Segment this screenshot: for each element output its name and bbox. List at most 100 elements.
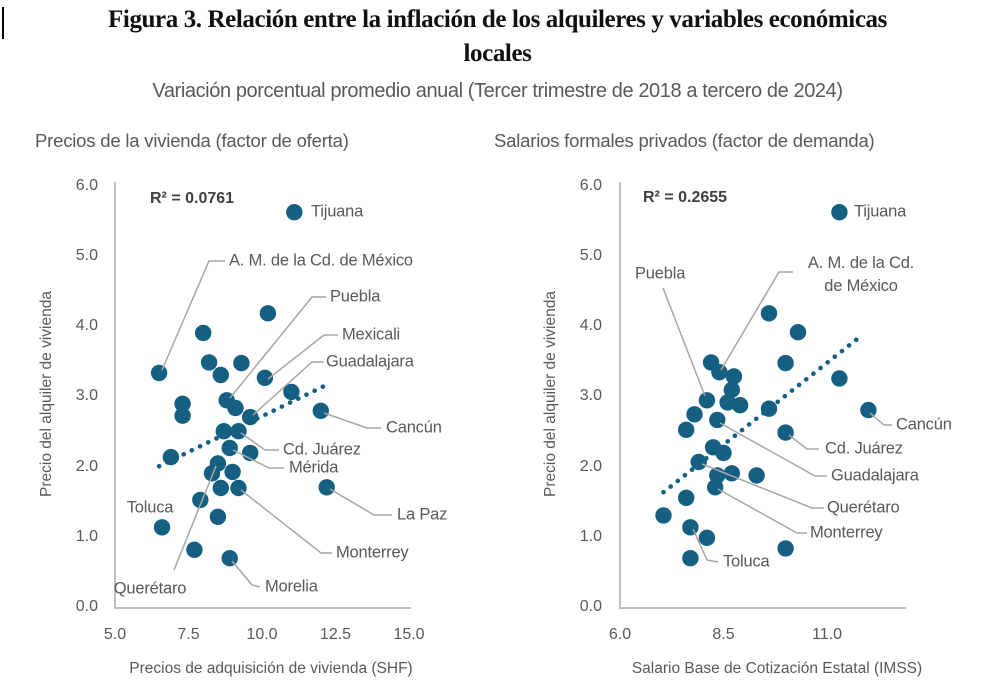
data-point-tijuana: [831, 204, 848, 221]
data-point-toluca: [153, 519, 171, 536]
left-leader-line: [240, 489, 332, 554]
left-leader-line: [232, 449, 284, 469]
left-city-label: Morelia: [265, 577, 318, 596]
right-r2-label: R² = 0.2655: [643, 189, 728, 206]
left-x-tick-label: 15.0: [393, 626, 425, 643]
right-leader-line: [720, 271, 793, 371]
left-city-label: Cd. Juárez: [283, 440, 361, 459]
right-x-tick-label: 11.0: [812, 626, 842, 643]
left-leader-line: [252, 361, 324, 416]
figure-subtitle: Variación porcentual promedio anual (Ter…: [152, 80, 843, 102]
data-point-toluca: [682, 519, 699, 536]
left-x-tick-label: 7.5: [177, 626, 200, 643]
left-leader-line: [173, 465, 217, 571]
right-y-tick-label: 1.0: [579, 527, 602, 545]
data-point-tijuana: [286, 204, 303, 221]
right-x-tick-label: 6.0: [608, 626, 632, 643]
right-leader-line: [719, 422, 827, 477]
left-y-tick-label: 6.0: [75, 176, 98, 194]
left-leader-line: [229, 296, 326, 399]
right-y-tick-label: 0.0: [579, 598, 602, 615]
left-leader-line: [161, 260, 225, 371]
text-cursor: [2, 7, 4, 39]
right-leader-line: [701, 463, 824, 509]
data-point: [203, 465, 221, 482]
right-city-label: Puebla: [635, 264, 686, 283]
left-x-tick-label: 5.0: [103, 626, 127, 643]
data-point-a-m-de-la-cd-de-m-xico: [150, 364, 168, 382]
right-trendline: [661, 332, 865, 495]
left-city-label: Toluca: [126, 498, 174, 517]
data-point: [200, 354, 218, 371]
data-point: [686, 406, 703, 423]
data-point-morelia: [221, 550, 238, 567]
right-y-tick-label: 6.0: [579, 176, 602, 194]
data-point-puebla: [698, 392, 716, 409]
data-point: [227, 399, 244, 417]
data-point: [195, 324, 212, 342]
data-point: [831, 370, 848, 387]
data-point: [682, 550, 699, 567]
data-point: [174, 407, 191, 424]
right-y-tick-label: 4.0: [579, 317, 602, 335]
left-trendline: [156, 383, 327, 469]
data-point: [698, 529, 716, 546]
right-y-tick-label: 3.0: [579, 387, 602, 405]
left-leader-line: [267, 334, 338, 380]
left-city-label: Tijuana: [311, 202, 364, 221]
data-point: [655, 507, 672, 524]
data-point: [725, 368, 743, 385]
left-leader-line: [323, 412, 381, 429]
left-city-label: Mexicali: [342, 325, 400, 344]
left-y-tick-label: 5.0: [75, 247, 98, 265]
right-city-label: Cancún: [896, 415, 952, 434]
right-leader-line: [869, 412, 892, 426]
left-leader-line: [231, 560, 261, 588]
data-point: [212, 479, 229, 497]
left-y-tick-label: 4.0: [75, 317, 98, 335]
data-point: [748, 467, 765, 484]
right-leader-line: [717, 488, 807, 534]
left-city-label: Guadalajara: [326, 352, 414, 371]
data-point: [212, 366, 229, 384]
right-city-label: Tijuana: [854, 202, 907, 221]
data-point-mexicali: [256, 369, 274, 386]
right-y-tick-label: 2.0: [579, 457, 602, 475]
data-point: [719, 394, 736, 411]
left-city-label: A. M. de la Cd. de México: [229, 251, 413, 270]
data-point: [215, 423, 232, 440]
data-point-m-rida: [221, 439, 238, 457]
right-y-tick-label: 5.0: [579, 247, 602, 265]
data-point-cd-ju-rez: [777, 424, 794, 441]
data-point: [209, 508, 227, 525]
left-city-label: La Paz: [397, 505, 448, 524]
data-point: [259, 305, 277, 322]
left-leader-line: [240, 432, 279, 451]
right-city-label: Toluca: [723, 552, 770, 571]
left-y-tick-label: 2.0: [75, 457, 98, 475]
right-x-axis-title: Salario Base de Cotización Estatal (IMSS…: [631, 660, 923, 677]
left-y-tick-label: 1.0: [75, 527, 98, 545]
data-point: [283, 383, 300, 401]
data-point: [715, 444, 732, 462]
data-point: [186, 541, 203, 558]
left-x-tick-label: 10.0: [246, 626, 278, 643]
data-point: [723, 381, 740, 398]
right-city-label: Querétaro: [827, 498, 900, 517]
left-chart-title: Precios de la vivienda (factor de oferta…: [35, 130, 349, 151]
left-x-tick-label: 12.5: [319, 626, 352, 643]
data-point: [777, 354, 794, 372]
left-city-label: Puebla: [330, 287, 381, 306]
left-city-label: Querétaro: [113, 579, 187, 598]
data-point: [731, 397, 749, 414]
data-point: [224, 463, 241, 481]
data-point-la-paz: [318, 479, 335, 496]
data-point: [777, 540, 794, 557]
right-city-label: Monterrey: [810, 523, 883, 542]
right-city-label: Guadalajara: [831, 466, 919, 485]
left-city-label: Mérida: [289, 458, 339, 477]
left-y-tick-label: 0.0: [75, 598, 98, 615]
data-point: [678, 421, 695, 438]
